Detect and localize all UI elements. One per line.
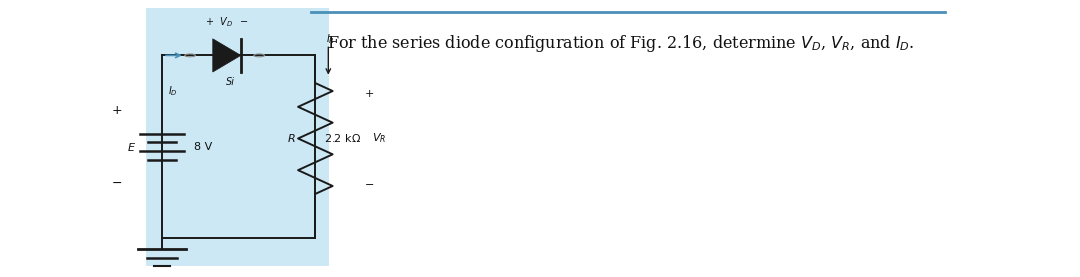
Text: $+\ \ V_D\ \ -$: $+\ \ V_D\ \ -$ [205,15,248,29]
Text: Si: Si [226,77,234,87]
Text: 8 V: 8 V [194,142,213,152]
Text: $-$: $-$ [364,178,375,188]
Text: 2.2 k$\Omega$: 2.2 k$\Omega$ [324,132,361,145]
Text: +: + [111,104,122,117]
Text: $-$: $-$ [111,176,122,189]
Bar [146,8,329,266]
Text: $V_R$: $V_R$ [372,132,386,145]
Text: For the series diode configuration of Fig. 2.16, determine $V_D$, $V_R$, and $I_: For the series diode configuration of Fi… [327,33,915,54]
Polygon shape [213,39,241,72]
Text: +: + [365,89,374,99]
Text: $I_R$: $I_R$ [326,32,335,46]
Text: $R$: $R$ [287,132,296,145]
Text: $E$: $E$ [127,141,136,153]
Text: $I_D$: $I_D$ [167,84,178,98]
